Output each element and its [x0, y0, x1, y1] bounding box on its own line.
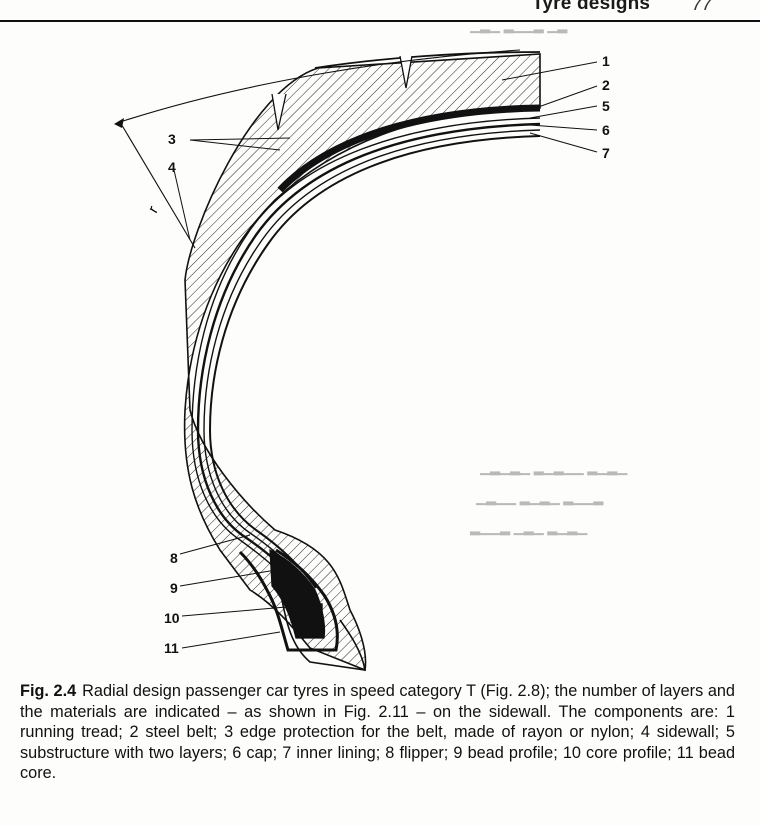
- show-through-decoration: ▁▂▁▂▁ ▂▁▂▁▁ ▂▁▂▁: [480, 460, 628, 475]
- radius-dimension-line: [119, 121, 196, 249]
- leader-line-9: [179, 569, 277, 587]
- carcass-layer: [203, 129, 541, 591]
- tyre-cross-section-figure: r 1 2 5 6 7 3 4 8 9 10 11: [100, 30, 660, 680]
- callout-3: 3: [168, 131, 176, 147]
- callout-2: 2: [602, 77, 610, 93]
- running-title: Tyre designs: [532, 0, 651, 14]
- callout-6: 6: [602, 122, 610, 138]
- leader-line-6: [529, 124, 598, 131]
- tread-outer-contour: [314, 51, 541, 69]
- leader-line-3a: [189, 137, 291, 141]
- tread-and-sidewall-body: [183, 53, 541, 672]
- callout-4: 4: [168, 159, 176, 175]
- bead-wrap: [238, 548, 339, 652]
- caption-text: Radial design passenger car tyres in spe…: [20, 682, 735, 782]
- figure-label: Fig. 2.4: [20, 682, 77, 700]
- leader-line-3b: [189, 139, 281, 151]
- tread-groove: [399, 55, 413, 89]
- leader-line-4: [173, 169, 191, 241]
- belt-layers-inner: [278, 105, 541, 192]
- show-through-decoration: ▂▁▁▂ ▁▂▁ ▂▁▂▁: [470, 520, 588, 535]
- inner-lining: [208, 135, 541, 589]
- leader-line-2: [529, 85, 598, 111]
- callout-8: 8: [170, 550, 178, 566]
- radius-label: r: [145, 203, 162, 216]
- tread-groove: [271, 93, 287, 131]
- radius-arrow-icon: [114, 118, 124, 128]
- callout-5: 5: [602, 98, 610, 114]
- tyre-cross-section-drawing: r: [114, 49, 598, 672]
- callout-10: 10: [164, 610, 180, 626]
- carcass-outer-line: [191, 117, 541, 596]
- leader-line-8: [179, 534, 251, 555]
- callout-9: 9: [170, 580, 178, 596]
- radius-dimension-arc: [119, 49, 521, 123]
- bead-heel: [279, 589, 366, 671]
- bead-core: [297, 603, 323, 627]
- callout-7: 7: [602, 145, 610, 161]
- leader-line-5: [529, 105, 598, 119]
- figure-caption: Fig. 2.4 Radial design passenger car tyre…: [20, 681, 735, 784]
- leader-line-11: [181, 631, 281, 649]
- show-through-decoration: ▁▂▁▁ ▂▁▂▁ ▂▁▁▂: [476, 490, 604, 505]
- running-header: Tyre designs 77: [0, 0, 760, 22]
- leader-line-1: [501, 61, 598, 81]
- page-number: 77: [692, 0, 713, 14]
- callout-1: 1: [602, 53, 610, 69]
- callout-11: 11: [164, 640, 179, 656]
- leader-line-10: [181, 605, 299, 617]
- show-through-decoration: ▁▂▁ ▂▁▁▂ ▁▂: [470, 18, 568, 33]
- carcass-layer: [196, 122, 541, 593]
- leader-line-7: [529, 132, 598, 153]
